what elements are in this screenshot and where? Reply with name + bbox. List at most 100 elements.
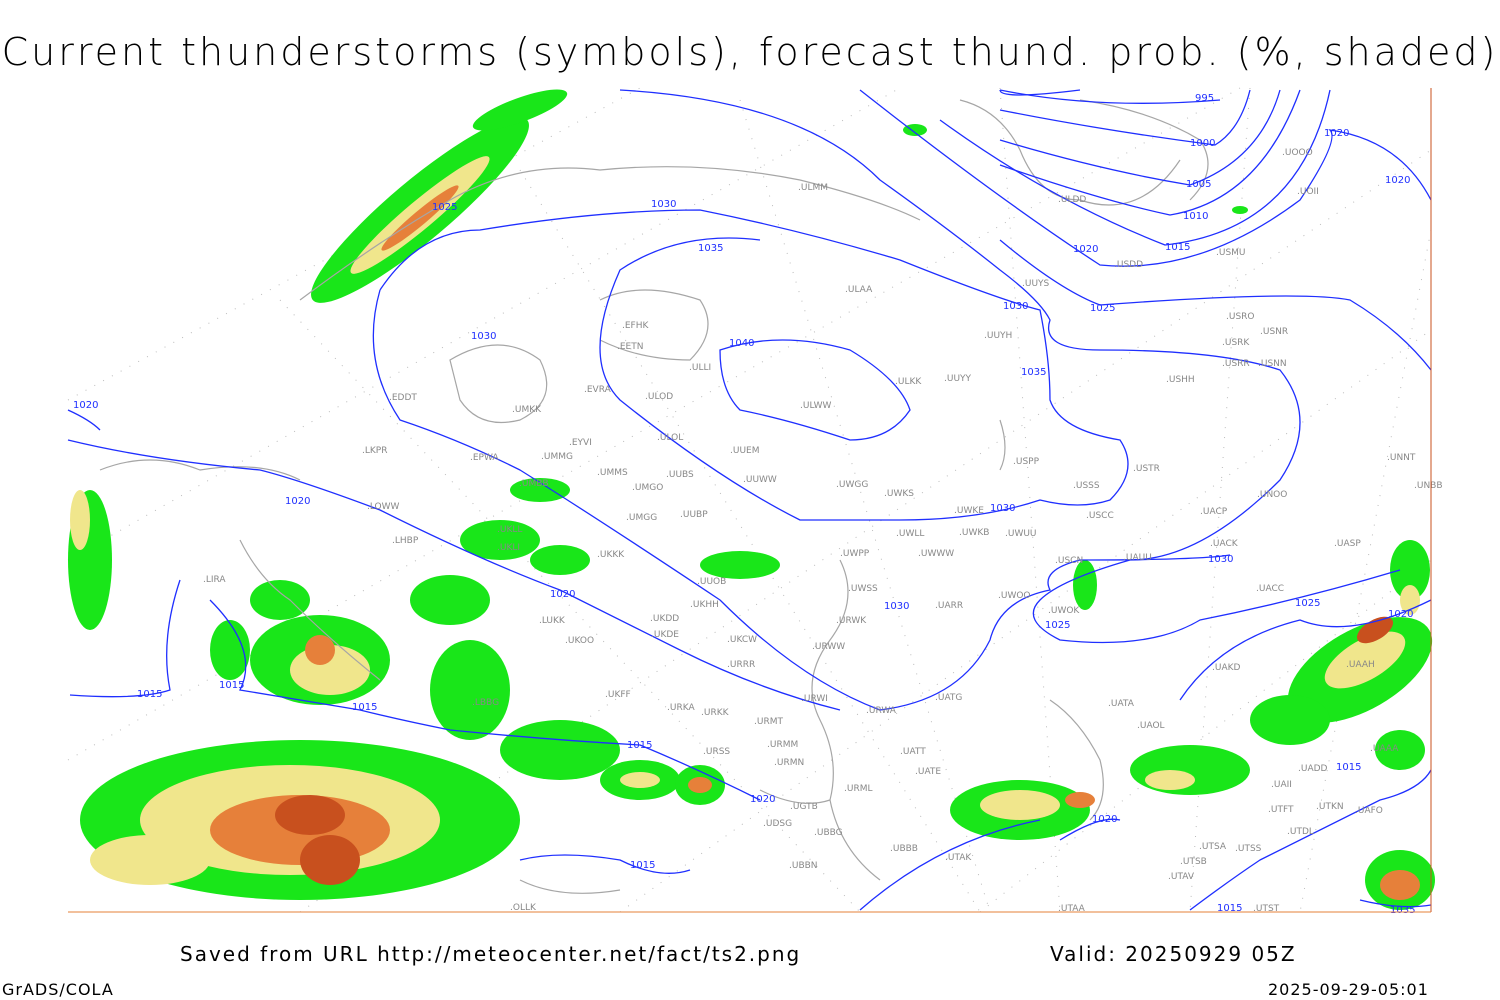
station-label: .UADD: [1298, 764, 1328, 774]
isobar-line: [67, 409, 101, 431]
isobar-label: 1030: [1208, 554, 1233, 565]
station-label: .USNN: [1258, 359, 1287, 369]
station-label: .URMM: [767, 740, 798, 750]
station-label: .UTDL: [1287, 827, 1314, 837]
probability-area: [1073, 560, 1097, 610]
station-label: .LKPR: [362, 446, 387, 456]
station-label: .UUBS: [666, 470, 694, 480]
probability-area: [1375, 730, 1425, 770]
coastline: [599, 289, 709, 361]
station-label: .USNR: [1260, 327, 1288, 337]
station-label: .UATT: [900, 747, 926, 757]
station-label: .UBBN: [789, 861, 818, 871]
station-label: .UAKD: [1212, 663, 1241, 673]
station-label: .OLLK: [510, 903, 537, 913]
station-label: .ULLI: [689, 363, 711, 373]
isobar-line: [372, 289, 1231, 711]
station-label: .UATA: [1108, 699, 1135, 709]
station-label: .UKOO: [565, 636, 594, 646]
graticule-line: [279, 299, 861, 913]
isobar-label: 1020: [1073, 244, 1098, 255]
coastline: [999, 419, 1006, 471]
station-label: .UAUU: [1123, 553, 1152, 563]
isobar-label: 1020: [285, 496, 310, 507]
probability-area: [903, 124, 927, 136]
station-label: .ULAA: [845, 285, 873, 295]
isobar-label: 1025: [1045, 620, 1070, 631]
station-label: .UATG: [935, 693, 962, 703]
station-label: .UWKB: [959, 528, 989, 538]
station-label: .EDDT: [389, 393, 417, 403]
station-label: .UMBB: [519, 479, 549, 489]
station-label: .UACK: [1210, 539, 1239, 549]
station-label: .LBBG: [472, 698, 499, 708]
probability-area: [90, 835, 210, 885]
station-label: .URWA: [866, 706, 897, 716]
isobar-label: 1025: [1090, 303, 1115, 314]
station-label: .USDD: [1114, 260, 1143, 270]
probability-area: [70, 490, 90, 550]
isobar-label: 1020: [73, 400, 98, 411]
isobar-label: 1010: [1183, 211, 1208, 222]
station-label: .UTFT: [1268, 805, 1294, 815]
station-label: .UKCW: [727, 635, 757, 645]
station-label: .USCN: [1055, 556, 1083, 566]
coastline: [959, 99, 1181, 206]
coastline: [99, 459, 301, 481]
station-label: .EVRA: [584, 385, 612, 395]
station-label: .UTAK: [945, 853, 972, 863]
station-label: .ULOL: [657, 433, 683, 443]
isobar-label: 1015: [630, 860, 655, 871]
station-label: .USPP: [1013, 457, 1040, 467]
station-label: .UMGO: [632, 483, 663, 493]
valid-time: Valid: 20250929 05Z: [1050, 942, 1297, 966]
source-url-text: Saved from URL http://meteocenter.net/fa…: [180, 942, 802, 966]
probability-area: [500, 720, 620, 780]
probability-area: [510, 478, 570, 502]
coastline: [449, 344, 548, 424]
station-label: .UASP: [1334, 539, 1361, 549]
generated-timestamp: 2025-09-29-05:01: [1268, 980, 1429, 999]
station-label: .UTAA: [1058, 904, 1086, 914]
station-label: .URMT: [754, 717, 783, 727]
isobar-label: 1030: [990, 503, 1015, 514]
station-label: .UUBP: [680, 510, 708, 520]
coastline: [759, 789, 831, 804]
software-credit: GrADS/COLA: [2, 980, 114, 999]
station-label: .UTSA: [1199, 842, 1227, 852]
map-title: Current thunderstorms (symbols), forecas…: [1, 30, 1499, 74]
isobar-line: [379, 209, 1129, 521]
isobar-label: 1015: [137, 689, 162, 700]
station-label: .UMKK: [512, 405, 542, 415]
station-label: .URWK: [836, 616, 867, 626]
probability-area: [1145, 770, 1195, 790]
probability-area: [410, 575, 490, 625]
station-label: .UACC: [1256, 584, 1284, 594]
station-label: .LHBP: [392, 536, 419, 546]
isobar-label: 1005: [1186, 179, 1211, 190]
isobar-label: 1030: [471, 331, 496, 342]
station-label: .USHH: [1166, 375, 1195, 385]
coastline: [519, 879, 621, 894]
isobar-line: [1359, 899, 1432, 908]
station-label: .LIRA: [203, 575, 226, 585]
station-label: .URRR: [727, 660, 755, 670]
isobar-line: [999, 89, 1081, 96]
station-label: .UKFF: [605, 690, 631, 700]
isobar-line: [1059, 818, 1121, 841]
probability-area: [300, 835, 360, 885]
isobar-line: [209, 599, 761, 801]
isobar-line: [69, 579, 181, 698]
probability-area: [430, 640, 510, 740]
station-label: .UMGG: [626, 513, 657, 523]
isobar-line: [999, 89, 1221, 104]
station-label: .UKLL: [497, 525, 522, 535]
probability-area: [472, 89, 568, 131]
station-label: .UWOO: [998, 591, 1031, 601]
station-label: .UKLI: [497, 543, 520, 553]
station-label: .URSS: [703, 747, 730, 757]
station-label: .URWI: [801, 694, 828, 704]
isobar-label: 1020: [550, 589, 575, 600]
station-label: .USRO: [1226, 312, 1255, 322]
isobar-label: 1040: [729, 338, 754, 349]
